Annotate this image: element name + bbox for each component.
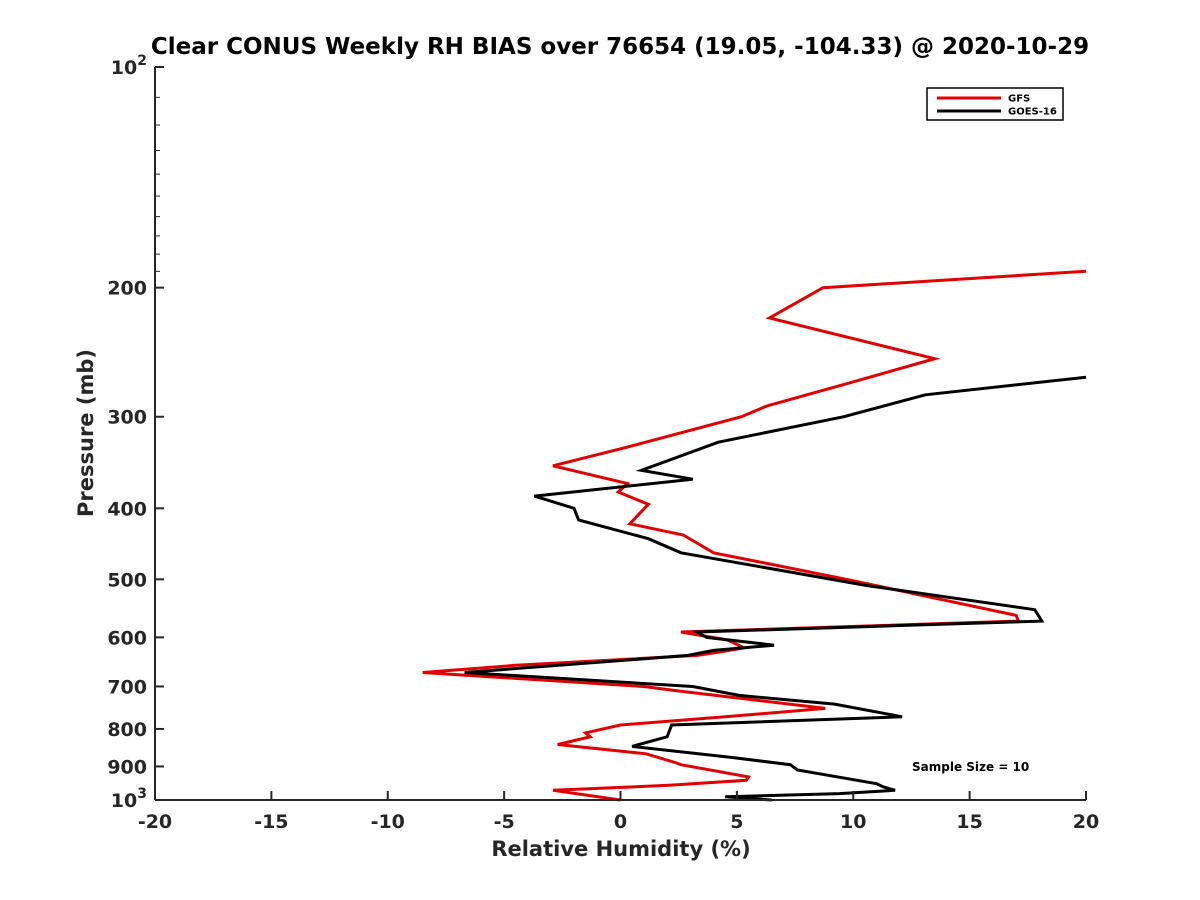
chart-title: Clear CONUS Weekly RH BIAS over 76654 (1… <box>151 34 1089 60</box>
legend-label-gfs: GFS <box>1008 94 1030 105</box>
x-axis-label: Relative Humidity (%) <box>491 837 750 861</box>
x-tick-label: -20 <box>138 811 172 833</box>
y-axis-label: Pressure (mb) <box>74 349 98 517</box>
y-tick-label: 700 <box>107 676 147 698</box>
x-tick-label: 20 <box>1073 811 1099 833</box>
y-tick-label: 400 <box>107 498 147 520</box>
legend-label-goes16: GOES-16 <box>1008 107 1057 118</box>
legend: GFS GOES-16 <box>926 87 1064 121</box>
y-tick-label: 103 <box>111 786 147 812</box>
y-tick-label: 102 <box>111 53 147 79</box>
y-tick-label: 600 <box>107 627 147 649</box>
series-layer <box>422 269 1087 802</box>
x-tick-label: -5 <box>494 811 515 833</box>
x-tick-label: -15 <box>254 811 288 833</box>
x-tick-label: 5 <box>730 811 743 833</box>
sample-size-annotation: Sample Size = 10 <box>912 760 1029 774</box>
x-tick-label: 15 <box>956 811 982 833</box>
series-line-goes16 <box>464 375 1087 802</box>
y-tick-label: 200 <box>107 278 147 300</box>
y-tick-label: 500 <box>107 569 147 591</box>
legend-box <box>926 87 1064 121</box>
axes: -20 -15 -10 -5 0 5 10 15 20 102 200 300 400 500 600 700… <box>107 53 1099 833</box>
x-tick-label: -10 <box>371 811 405 833</box>
y-tick-label: 800 <box>107 719 147 741</box>
x-tick-label: 0 <box>614 811 627 833</box>
y-tick-label: 300 <box>107 407 147 429</box>
y-tick-label: 900 <box>107 756 147 778</box>
x-tick-label: 10 <box>840 811 866 833</box>
